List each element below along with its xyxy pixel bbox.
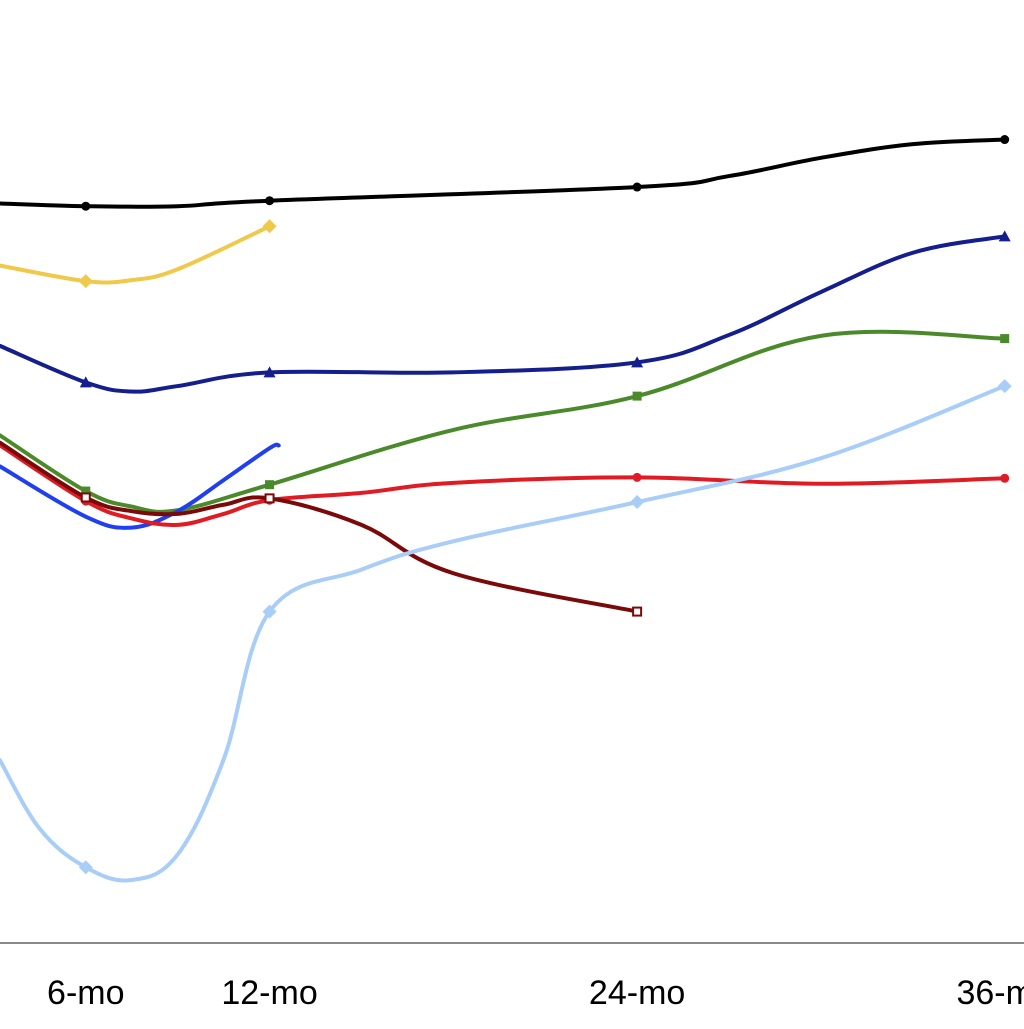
data-point-marker: [630, 495, 645, 510]
data-point-marker: [265, 480, 275, 490]
data-point-marker: [265, 196, 275, 206]
series-line: [0, 234, 1007, 394]
series-line: [0, 137, 1007, 209]
data-point-marker: [998, 230, 1011, 242]
data-point-marker: [262, 604, 277, 619]
series-5: [0, 442, 281, 530]
data-point-marker: [80, 492, 91, 503]
series-4: [0, 329, 1010, 514]
data-point-marker: [78, 860, 93, 875]
data-point-marker: [78, 274, 93, 289]
data-point-marker: [81, 486, 91, 496]
series-line: [0, 224, 272, 285]
data-point-marker: [631, 356, 644, 368]
series-7: [0, 440, 643, 617]
series-line: [0, 442, 281, 530]
series-2: [0, 219, 277, 289]
data-point-marker: [632, 472, 642, 482]
series-3: [0, 230, 1011, 394]
series-layer: [0, 135, 1012, 883]
data-point-marker: [1000, 473, 1010, 483]
x-tick-label: 24-mo: [589, 974, 685, 1012]
series-line: [0, 384, 1007, 883]
data-point-marker: [79, 376, 92, 388]
data-point-marker: [632, 391, 642, 401]
data-point-marker: [264, 493, 275, 504]
x-tick-labels: 6-mo 12-mo 24-mo 36-mo: [47, 974, 1024, 1012]
data-point-marker: [997, 379, 1012, 394]
data-point-marker: [262, 219, 277, 234]
series-line: [0, 329, 1007, 514]
series-8: [0, 379, 1012, 883]
x-tick-label: 36-mo: [956, 974, 1024, 1012]
series-line: [0, 440, 640, 614]
data-point-marker: [1000, 135, 1010, 145]
data-point-marker: [632, 606, 643, 617]
x-tick-label: 6-mo: [47, 974, 124, 1012]
data-point-marker: [81, 201, 91, 211]
data-point-marker: [1000, 334, 1010, 344]
series-line: [0, 443, 1007, 527]
data-point-marker: [632, 182, 642, 192]
series-1: [0, 135, 1010, 211]
data-point-marker: [263, 366, 276, 378]
x-tick-label: 12-mo: [221, 974, 317, 1012]
